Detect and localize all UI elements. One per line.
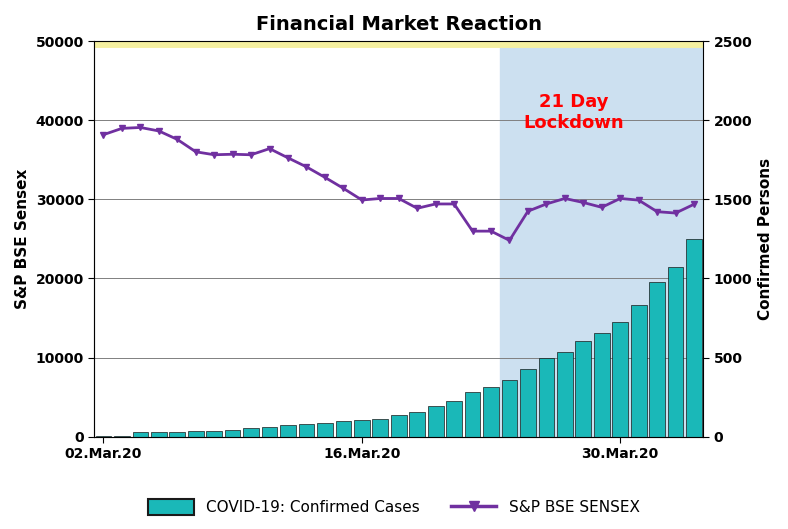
Bar	[594, 333, 610, 436]
Bar	[538, 358, 554, 436]
Bar	[225, 430, 240, 436]
Bar	[132, 432, 148, 436]
Bar	[575, 341, 591, 436]
Title: Financial Market Reaction: Financial Market Reaction	[256, 15, 542, 34]
Bar	[243, 428, 259, 436]
Bar	[169, 432, 185, 436]
Bar	[262, 427, 277, 436]
Legend: COVID-19: Confirmed Cases, S&P BSE SENSEX: COVID-19: Confirmed Cases, S&P BSE SENSE…	[142, 493, 646, 522]
Bar	[502, 380, 518, 436]
Bar	[686, 239, 702, 436]
Bar	[631, 305, 646, 436]
Bar	[667, 267, 683, 436]
Bar	[612, 322, 628, 436]
Bar	[373, 418, 388, 436]
Bar	[446, 402, 462, 436]
Bar	[409, 412, 425, 436]
Bar	[354, 419, 370, 436]
Bar	[500, 41, 703, 436]
Y-axis label: Confirmed Persons: Confirmed Persons	[758, 158, 773, 320]
Bar	[465, 392, 481, 436]
Bar	[299, 424, 314, 436]
Bar	[557, 352, 573, 436]
Bar	[281, 425, 296, 436]
Bar	[151, 432, 167, 436]
Bar	[317, 423, 333, 436]
Bar	[428, 406, 444, 436]
Text: 21 Day
Lockdown: 21 Day Lockdown	[524, 93, 624, 132]
Y-axis label: S&P BSE Sensex: S&P BSE Sensex	[15, 169, 30, 309]
Bar	[206, 431, 222, 436]
Bar	[188, 431, 203, 436]
Bar	[649, 282, 665, 436]
Bar	[520, 369, 536, 436]
Bar	[391, 415, 407, 436]
Bar	[483, 387, 499, 436]
Bar	[336, 422, 351, 436]
